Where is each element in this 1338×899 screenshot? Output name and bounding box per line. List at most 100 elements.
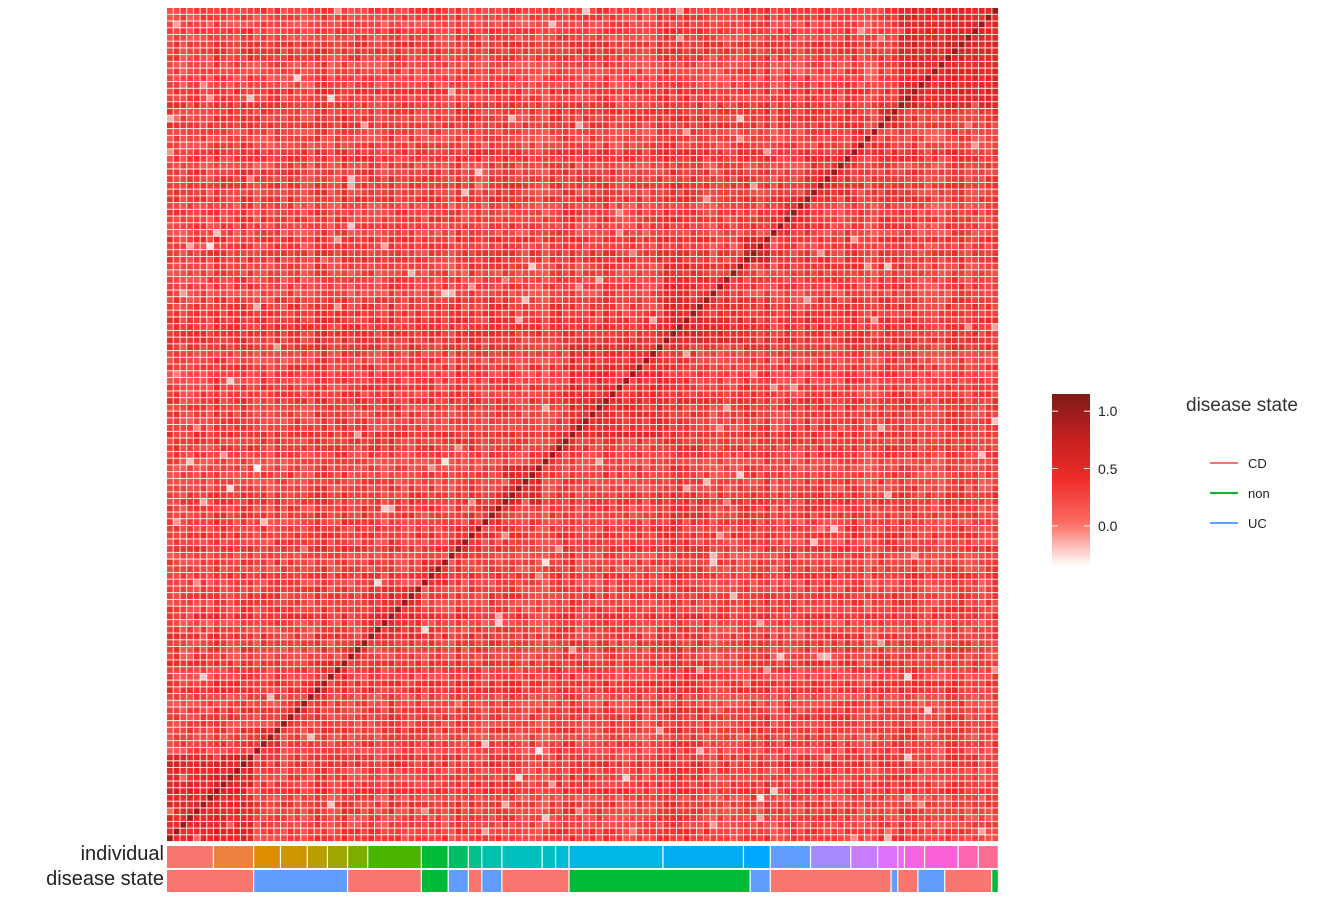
heatmap-cell (851, 149, 858, 156)
heatmap-cell (482, 75, 489, 82)
heatmap-cell (750, 81, 757, 88)
heatmap-cell (824, 223, 831, 230)
heatmap-cell (354, 263, 361, 270)
heatmap-cell (710, 61, 717, 68)
heatmap-cell (536, 41, 542, 48)
heatmap-cell (328, 108, 334, 115)
heatmap-cell (676, 189, 683, 196)
heatmap-cell (193, 203, 200, 209)
heatmap-cell (616, 88, 623, 95)
heatmap-cell (918, 243, 925, 250)
heatmap-cell (475, 182, 482, 189)
heatmap-cell (858, 115, 864, 122)
heatmap-cell (770, 8, 777, 14)
heatmap-cell (448, 95, 455, 102)
heatmap-cell (435, 142, 442, 149)
heatmap-cell (710, 95, 717, 102)
heatmap-cell (375, 142, 381, 149)
heatmap-cell (643, 229, 650, 236)
heatmap-cell (811, 236, 817, 243)
heatmap-cell (213, 88, 220, 95)
heatmap-cell (650, 236, 656, 243)
heatmap-cell (676, 68, 683, 75)
heatmap-cell (811, 256, 817, 263)
heatmap-cell (213, 263, 220, 270)
heatmap-cell (958, 243, 965, 250)
heatmap-cell (281, 169, 287, 176)
heatmap-cell (381, 209, 388, 216)
heatmap-cell (690, 182, 697, 189)
heatmap-cell (247, 142, 254, 149)
heatmap-cell (770, 142, 777, 149)
heatmap-cell (623, 102, 630, 108)
heatmap-cell (442, 95, 448, 102)
heatmap-cell (334, 196, 341, 203)
heatmap-cell (247, 155, 254, 162)
heatmap-cell (428, 61, 435, 68)
heatmap-cell (522, 81, 529, 88)
heatmap-cell (583, 68, 589, 75)
heatmap-cell (791, 68, 797, 75)
heatmap-cell (529, 189, 536, 196)
heatmap-cell (307, 223, 314, 230)
heatmap-cell (797, 256, 804, 263)
heatmap-cell (965, 203, 972, 209)
heatmap-cell (757, 216, 764, 223)
heatmap-cell (777, 115, 784, 122)
heatmap-cell (844, 122, 851, 129)
heatmap-cell (569, 182, 576, 189)
heatmap-cell (690, 155, 697, 162)
heatmap-cell (871, 162, 878, 169)
heatmap-cell (851, 14, 858, 21)
heatmap-cell (824, 55, 831, 61)
heatmap-cell (811, 270, 817, 277)
heatmap-cell (697, 108, 703, 115)
heatmap-cell (757, 115, 764, 122)
heatmap-cell (281, 95, 287, 102)
heatmap-cell (361, 122, 368, 129)
heatmap-cell (650, 176, 656, 182)
heatmap-cell (717, 28, 723, 35)
heatmap-cell (267, 48, 274, 55)
heatmap-cell (515, 182, 522, 189)
heatmap-cell (536, 216, 542, 223)
heatmap-cell (254, 236, 261, 243)
heatmap-cell (831, 176, 838, 182)
heatmap-cell (348, 216, 354, 223)
heatmap-cell (495, 108, 502, 115)
heatmap-cell (462, 48, 469, 55)
heatmap-cell (589, 14, 596, 21)
heatmap-cell (328, 8, 334, 14)
heatmap-cell (663, 75, 670, 82)
heatmap-cell (576, 270, 583, 277)
heatmap-cell (656, 81, 663, 88)
heatmap-cell (529, 81, 536, 88)
heatmap-cell (770, 169, 777, 176)
heatmap-cell (791, 34, 797, 41)
heatmap-cell (200, 122, 207, 129)
heatmap-cell (361, 142, 368, 149)
heatmap-cell (871, 182, 878, 189)
heatmap-cell (690, 28, 697, 35)
heatmap-cell (415, 277, 422, 283)
heatmap-cell (462, 162, 469, 169)
heatmap-cell (281, 14, 287, 21)
heatmap-cell (952, 149, 958, 156)
heatmap-cell (871, 209, 878, 216)
heatmap-cell (193, 28, 200, 35)
heatmap-cell (281, 68, 287, 75)
heatmap-cell (750, 263, 757, 270)
heatmap-cell (770, 81, 777, 88)
heatmap-cell (522, 48, 529, 55)
heatmap-cell (395, 182, 401, 189)
heatmap-cell (905, 34, 911, 41)
heatmap-cell (670, 95, 677, 102)
heatmap-cell (710, 108, 717, 115)
heatmap-cell (462, 189, 469, 196)
heatmap-cell (576, 55, 583, 61)
heatmap-cell (750, 223, 757, 230)
heatmap-cell (683, 115, 690, 122)
heatmap-cell (636, 250, 643, 256)
heatmap-cell (495, 68, 502, 75)
heatmap-cell (260, 55, 267, 61)
